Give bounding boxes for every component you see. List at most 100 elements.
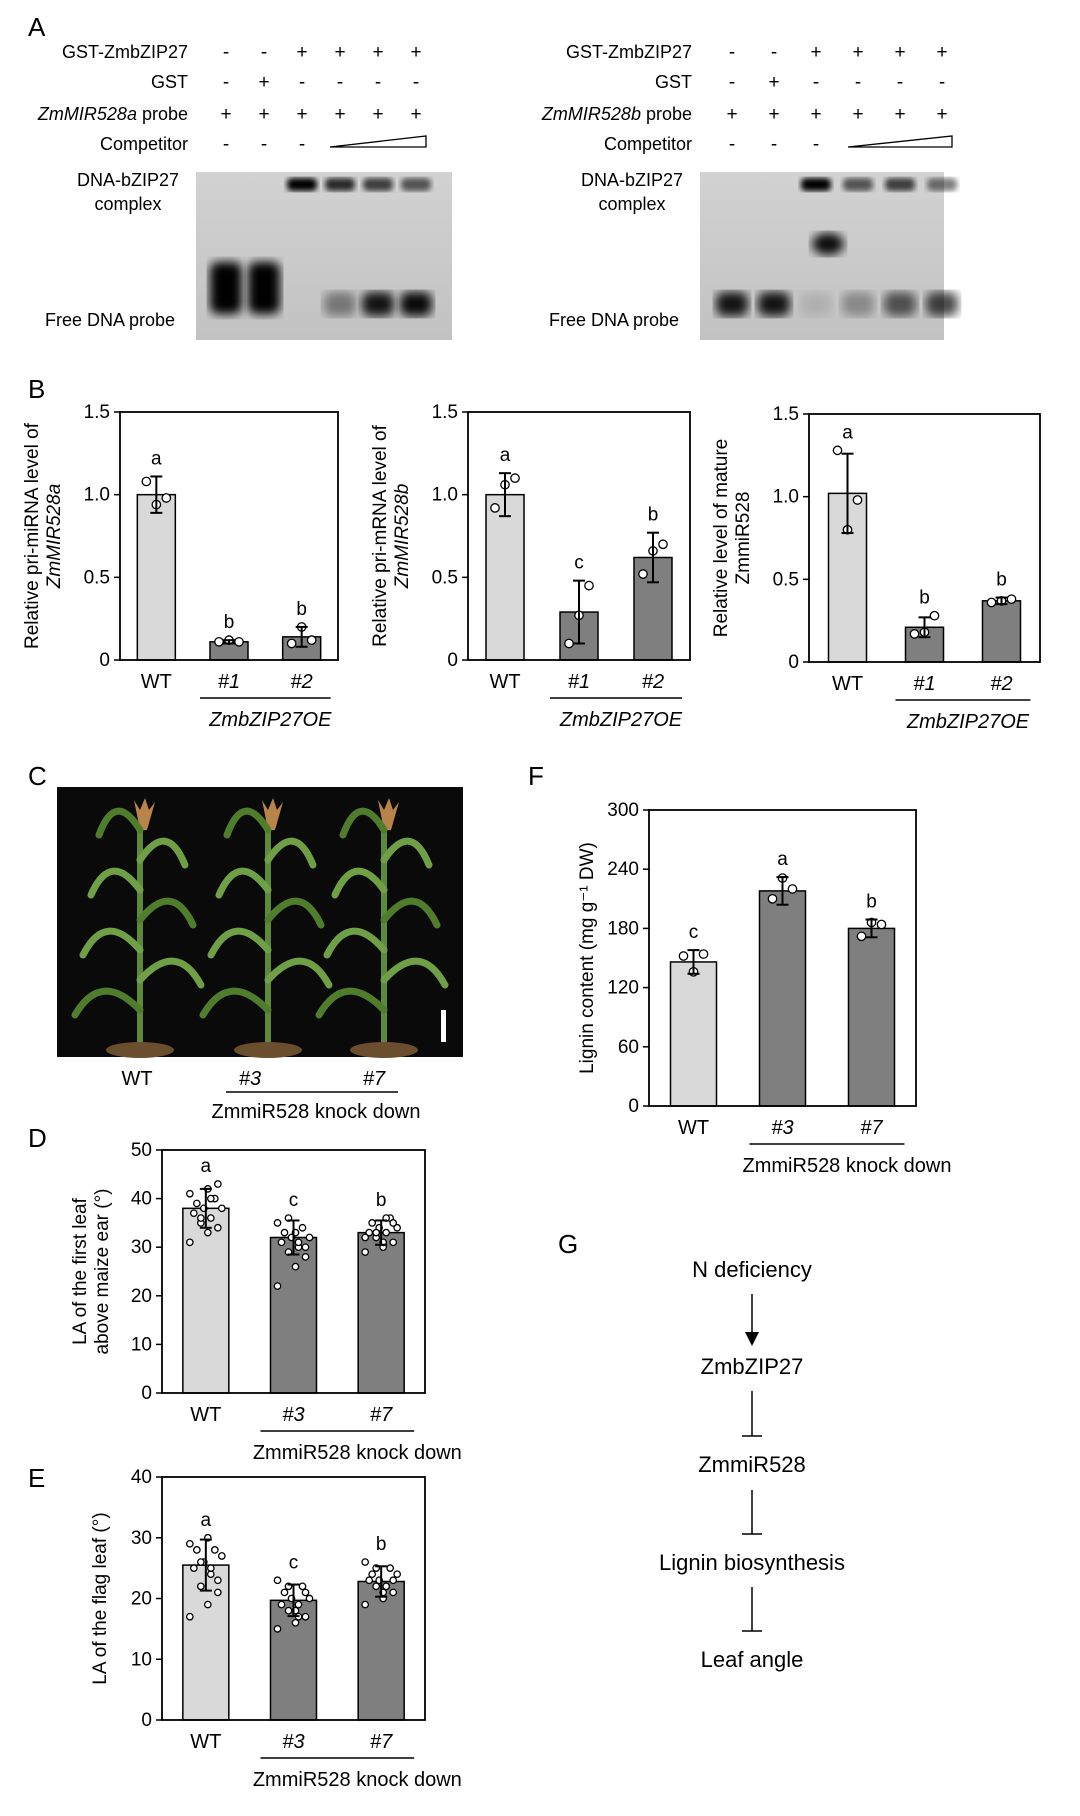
emsa-sign: - bbox=[897, 72, 903, 93]
model-pathway: N deficiency ZmbZIP27 ZmmiR528 Lignin bi… bbox=[659, 1257, 845, 1672]
y-tick-label: 1.0 bbox=[773, 487, 799, 508]
chart-b-mir528b: 0 0.5 1.0 1.5 a c b WT #1 #2 ZmbZIP27OE Relative pr… bbox=[370, 402, 691, 731]
emsa-sign: - bbox=[413, 72, 419, 93]
data-point bbox=[161, 493, 172, 503]
emsa-sign: + bbox=[372, 104, 383, 125]
significance-letter: b bbox=[296, 599, 307, 620]
emsa-sign: + bbox=[768, 104, 779, 125]
y-tick-label: 1.0 bbox=[432, 485, 458, 506]
y-tick-label: 40 bbox=[131, 1189, 152, 1210]
x-tick-label: WT bbox=[190, 1404, 221, 1426]
data-point bbox=[192, 1199, 201, 1208]
emsa-sign: + bbox=[810, 42, 821, 63]
emsa-sign: + bbox=[852, 42, 863, 63]
plant-leaf bbox=[264, 957, 333, 989]
plant-leaf bbox=[215, 867, 272, 899]
panel-letter-c: C bbox=[28, 761, 47, 791]
tassel bbox=[262, 798, 283, 830]
emsa-sign: - bbox=[855, 72, 861, 93]
complex-band bbox=[363, 178, 393, 191]
y-axis-label: ZmMIR528b bbox=[392, 484, 413, 590]
y-tick-label: 50 bbox=[131, 1140, 152, 1161]
x-tick-label: #1 bbox=[913, 673, 935, 695]
competitor-wedge bbox=[847, 135, 953, 148]
free-probe-label: Free DNA probe bbox=[549, 310, 679, 330]
data-point bbox=[393, 1570, 402, 1579]
y-tick-label: 30 bbox=[131, 1237, 152, 1258]
node-lignin: Lignin biosynthesis bbox=[659, 1550, 845, 1575]
data-point bbox=[368, 1219, 377, 1227]
significance-letter: a bbox=[201, 1510, 212, 1531]
emsa-sign: - bbox=[223, 42, 229, 63]
data-point bbox=[361, 1558, 370, 1566]
data-point bbox=[234, 636, 244, 647]
emsa-sign: - bbox=[813, 134, 819, 155]
y-tick-label: 0 bbox=[99, 650, 110, 671]
data-point bbox=[206, 1194, 215, 1203]
group-label: ZmbZIP27OE bbox=[559, 709, 683, 731]
significance-letter: b bbox=[224, 612, 235, 633]
group-label: ZmmiR528 knock down bbox=[253, 1442, 462, 1464]
photo-label-7: #7 bbox=[363, 1068, 386, 1090]
emsa-row-label: Competitor bbox=[604, 134, 692, 154]
data-point bbox=[217, 1552, 226, 1560]
significance-letter: b bbox=[996, 570, 1007, 591]
bar bbox=[758, 890, 807, 1107]
data-point bbox=[213, 1180, 222, 1188]
plot-frame bbox=[161, 1476, 426, 1721]
emsa-row-label: Competitor bbox=[100, 134, 188, 154]
emsa-sign: + bbox=[852, 104, 863, 125]
complex-band bbox=[401, 178, 431, 191]
plant-leaf bbox=[136, 957, 205, 989]
significance-letter: a bbox=[151, 448, 162, 469]
free-probe-band bbox=[324, 292, 356, 316]
arrow-head bbox=[745, 1332, 759, 1346]
emsa-row-label: GST-ZmbZIP27 bbox=[62, 42, 188, 62]
complex-label: DNA-bZIP27 bbox=[77, 170, 179, 190]
data-point bbox=[306, 635, 317, 646]
free-probe-band bbox=[248, 262, 280, 314]
data-point bbox=[361, 1248, 370, 1256]
node-n-deficiency: N deficiency bbox=[692, 1257, 812, 1282]
data-point bbox=[277, 1600, 286, 1609]
x-tick-label: #1 bbox=[568, 671, 590, 693]
data-point bbox=[301, 1243, 310, 1252]
plant-leaf bbox=[323, 927, 388, 959]
complex-band bbox=[801, 178, 831, 191]
chart-b-mature: 0 0.5 1.0 1.5 a b b WT #1 #2 ZmbZIP27OE Relative le… bbox=[711, 404, 1041, 733]
y-axis-label: Relative pri-miRNA level of bbox=[22, 422, 43, 649]
emsa-sign: + bbox=[220, 104, 231, 125]
significance-letter: c bbox=[574, 553, 584, 574]
data-point bbox=[210, 1546, 219, 1554]
data-point bbox=[189, 1564, 198, 1572]
plant-leaf bbox=[380, 837, 433, 869]
bar bbox=[357, 1231, 405, 1394]
y-tick-label: 1.5 bbox=[773, 404, 799, 425]
data-point bbox=[280, 1228, 289, 1237]
complex-label: complex bbox=[598, 194, 665, 214]
data-point bbox=[203, 1600, 212, 1609]
group-label: ZmbZIP27OE bbox=[906, 711, 1030, 733]
emsa-sign: - bbox=[223, 72, 229, 93]
data-point bbox=[214, 636, 224, 647]
bar bbox=[485, 493, 525, 661]
bar bbox=[136, 493, 177, 661]
emsa-row-label: ZmMIR528b probe bbox=[541, 104, 692, 124]
data-point bbox=[273, 1576, 282, 1585]
y-tick-label: 0.5 bbox=[432, 567, 458, 588]
complex-label: complex bbox=[94, 194, 161, 214]
complex-label: DNA-bZIP27 bbox=[581, 170, 683, 190]
x-tick-label: #7 bbox=[370, 1731, 393, 1753]
tassel bbox=[378, 798, 399, 830]
photo-group-label: ZmmiR528 knock down bbox=[212, 1101, 421, 1123]
complex-band bbox=[843, 178, 873, 191]
bar bbox=[669, 961, 718, 1107]
emsa-sign: - bbox=[729, 134, 735, 155]
scale-bar bbox=[441, 1010, 446, 1042]
data-point bbox=[273, 1282, 282, 1290]
y-tick-label: 1.5 bbox=[432, 402, 458, 423]
y-tick-label: 20 bbox=[131, 1286, 152, 1307]
data-point bbox=[185, 1238, 194, 1247]
x-tick-label: WT bbox=[190, 1731, 221, 1753]
emsa-sign: + bbox=[296, 104, 307, 125]
